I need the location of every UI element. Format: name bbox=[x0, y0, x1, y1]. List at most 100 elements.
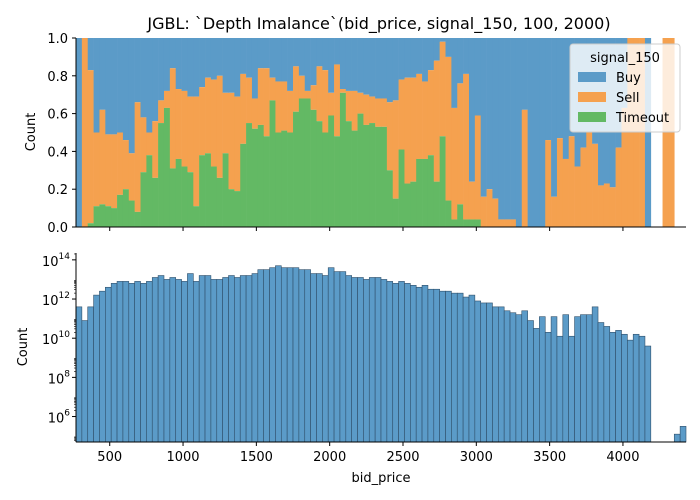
buy-bar bbox=[563, 38, 569, 159]
timeout-bar bbox=[381, 127, 387, 227]
buy-bar bbox=[234, 38, 240, 97]
count-bar bbox=[187, 274, 193, 442]
buy-bar bbox=[451, 38, 457, 108]
sell-bar bbox=[334, 64, 340, 136]
buy-bar bbox=[293, 38, 299, 66]
count-bar bbox=[399, 281, 405, 442]
timeout-bar bbox=[129, 201, 135, 227]
buy-bar bbox=[258, 38, 264, 68]
sell-bar bbox=[287, 91, 293, 133]
count-bar bbox=[246, 276, 252, 442]
count-bar bbox=[481, 303, 487, 442]
buy-bar bbox=[428, 38, 434, 70]
sell-bar bbox=[322, 70, 328, 132]
count-bar bbox=[205, 276, 211, 442]
timeout-bar bbox=[463, 219, 469, 227]
buy-bar bbox=[434, 38, 440, 61]
top-x-ticks bbox=[110, 227, 623, 231]
timeout-bar bbox=[246, 123, 252, 227]
sell-bar bbox=[187, 97, 193, 173]
buy-bar bbox=[334, 38, 340, 64]
timeout-bar bbox=[451, 219, 457, 227]
count-bar bbox=[223, 277, 229, 442]
buy-bar bbox=[481, 38, 487, 197]
count-bar bbox=[586, 315, 592, 442]
timeout-bar bbox=[299, 98, 305, 227]
timeout-bar bbox=[141, 172, 147, 227]
legend-swatch-buy bbox=[578, 72, 606, 82]
sell-bar bbox=[141, 117, 147, 172]
sell-bar bbox=[199, 87, 205, 155]
bottom-bars bbox=[76, 266, 686, 442]
sell-bar bbox=[416, 74, 422, 159]
sell-bar bbox=[569, 136, 575, 227]
sell-bar bbox=[111, 134, 117, 208]
count-bar bbox=[375, 277, 381, 442]
count-bar bbox=[516, 315, 522, 442]
count-bar bbox=[158, 276, 164, 442]
sell-bar bbox=[557, 138, 563, 227]
count-bar bbox=[469, 295, 475, 442]
bottom-y-tick-label: 1012 bbox=[42, 291, 70, 309]
buy-bar bbox=[164, 38, 170, 91]
sell-bar bbox=[404, 78, 410, 184]
timeout-bar bbox=[270, 100, 276, 227]
count-bar bbox=[240, 276, 246, 442]
buy-bar bbox=[375, 38, 381, 98]
buy-bar bbox=[498, 38, 504, 219]
count-bar bbox=[381, 279, 387, 442]
count-bar bbox=[182, 281, 188, 442]
sell-bar bbox=[487, 189, 493, 227]
buy-bar bbox=[363, 38, 369, 95]
count-bar bbox=[598, 323, 604, 442]
count-bar bbox=[234, 277, 240, 442]
top-y-tick-label: 1.0 bbox=[47, 32, 68, 47]
count-bar bbox=[639, 336, 645, 442]
count-bar bbox=[563, 315, 569, 442]
timeout-bar bbox=[393, 199, 399, 227]
sell-bar bbox=[217, 76, 223, 178]
timeout-bar bbox=[176, 159, 182, 227]
count-bar bbox=[539, 317, 545, 442]
bottom-x-tick-label: 2500 bbox=[386, 450, 419, 465]
buy-bar bbox=[516, 38, 522, 227]
buy-bar bbox=[141, 38, 147, 117]
count-bar bbox=[498, 307, 504, 442]
bottom-y-tick-label: 108 bbox=[48, 369, 71, 387]
buy-bar bbox=[99, 38, 105, 110]
top-y-axis-label: Count bbox=[24, 113, 39, 152]
bottom-y-tick-label: 1014 bbox=[42, 252, 70, 270]
buy-bar bbox=[510, 38, 516, 219]
count-bar bbox=[334, 272, 340, 442]
buy-bar bbox=[187, 38, 193, 97]
count-bar bbox=[504, 311, 510, 442]
count-bar bbox=[82, 321, 88, 442]
timeout-bar bbox=[440, 136, 446, 227]
buy-bar bbox=[311, 38, 317, 85]
sell-bar bbox=[580, 148, 586, 227]
buy-bar bbox=[340, 38, 346, 89]
buy-bar bbox=[463, 38, 469, 74]
count-bar bbox=[229, 276, 235, 442]
buy-bar bbox=[88, 38, 94, 70]
timeout-bar bbox=[229, 189, 235, 227]
count-bar bbox=[422, 285, 428, 442]
timeout-bar bbox=[205, 153, 211, 227]
sell-bar bbox=[434, 61, 440, 182]
sell-bar bbox=[375, 98, 381, 126]
buy-bar bbox=[123, 38, 129, 140]
sell-bar bbox=[164, 91, 170, 108]
buy-bar bbox=[217, 38, 223, 76]
bottom-panel: 106108101010121014 500 1000 1500 2000 2500 30… bbox=[16, 252, 686, 486]
timeout-bar bbox=[94, 206, 100, 227]
bottom-y-axis-label: Count bbox=[16, 328, 31, 367]
buy-bar bbox=[105, 38, 111, 134]
sell-bar bbox=[352, 91, 358, 131]
count-bar bbox=[451, 293, 457, 442]
timeout-bar bbox=[234, 191, 240, 227]
sell-bar bbox=[223, 93, 229, 153]
count-bar bbox=[545, 332, 551, 442]
buy-bar bbox=[246, 38, 252, 78]
buy-bar bbox=[557, 38, 563, 138]
sell-bar bbox=[610, 187, 616, 227]
